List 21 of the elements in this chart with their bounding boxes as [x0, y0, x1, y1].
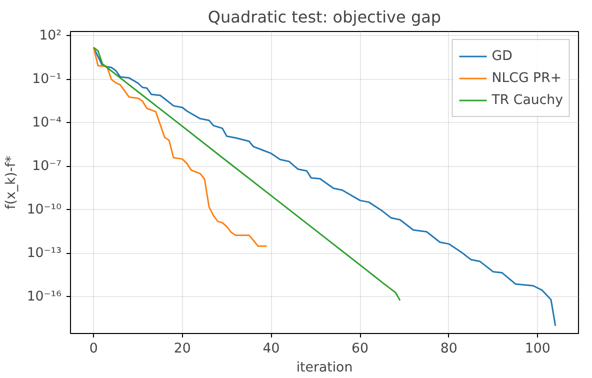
legend-label: GD	[492, 48, 512, 64]
y-axis-title: f(x_k)-f*	[4, 155, 19, 210]
x-tick-label: 20	[174, 342, 191, 356]
x-tick-label: 0	[89, 342, 98, 356]
y-tick-label: 10⁻¹³	[26, 246, 62, 261]
x-axis-title: iteration	[296, 360, 353, 376]
y-tick-label: 10⁻¹	[32, 72, 62, 87]
y-tick-label: 10⁻⁴	[32, 115, 62, 130]
y-tick-label: 10²	[39, 28, 62, 44]
legend-label: TR Cauchy	[492, 92, 563, 108]
x-tick-label: 80	[440, 342, 458, 356]
y-tick-label: 10⁻¹⁰	[26, 202, 62, 218]
line-series	[92, 46, 268, 247]
x-tick-label: 100	[524, 342, 550, 356]
x-tick-label: 40	[262, 342, 280, 356]
line-series	[92, 46, 401, 302]
chart-title: Quadratic test: objective gap	[208, 8, 442, 26]
y-tick-label: 10⁻¹⁶	[26, 289, 62, 304]
legend-label: NLCG PR+	[492, 70, 562, 86]
y-tick-label: 10⁻⁷	[32, 158, 62, 174]
x-tick-label: 60	[352, 342, 369, 356]
